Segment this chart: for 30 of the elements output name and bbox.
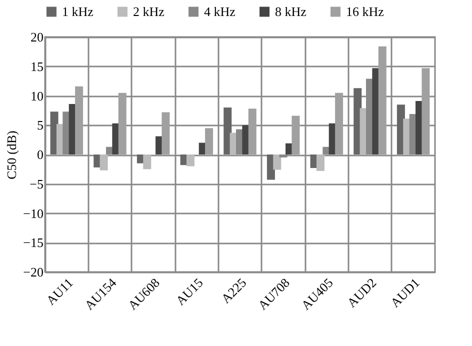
- legend-label: 2 kHz: [133, 4, 165, 19]
- bar: [100, 154, 108, 170]
- y-tick-label: −5: [30, 176, 44, 192]
- bar: [186, 154, 194, 166]
- legend-label: 4 kHz: [204, 4, 236, 19]
- y-tick-label: −10: [23, 206, 44, 221]
- y-tick-label: −15: [23, 235, 44, 250]
- bar: [292, 116, 300, 154]
- bar: [378, 46, 386, 154]
- y-tick-label: 5: [37, 118, 44, 133]
- bar: [422, 68, 430, 154]
- legend-label: 1 kHz: [62, 4, 94, 19]
- legend-label: 8 kHz: [275, 4, 307, 19]
- legend-label: 16 kHz: [346, 4, 384, 19]
- y-tick-label: 20: [30, 30, 44, 44]
- bar: [118, 92, 126, 154]
- bar: [248, 108, 256, 154]
- bar: [205, 128, 214, 154]
- bar: [162, 112, 170, 154]
- bar: [273, 154, 282, 170]
- y-axis-title: C50 (dB): [4, 130, 20, 180]
- bar: [143, 154, 152, 170]
- bar: [316, 154, 324, 171]
- bar: [335, 92, 344, 154]
- y-tick-label: −20: [23, 264, 44, 280]
- y-tick-label: 0: [37, 147, 44, 162]
- bar: [224, 108, 232, 154]
- y-tick-label: 10: [30, 88, 44, 104]
- bar: [75, 86, 84, 154]
- y-tick-label: 15: [30, 58, 44, 74]
